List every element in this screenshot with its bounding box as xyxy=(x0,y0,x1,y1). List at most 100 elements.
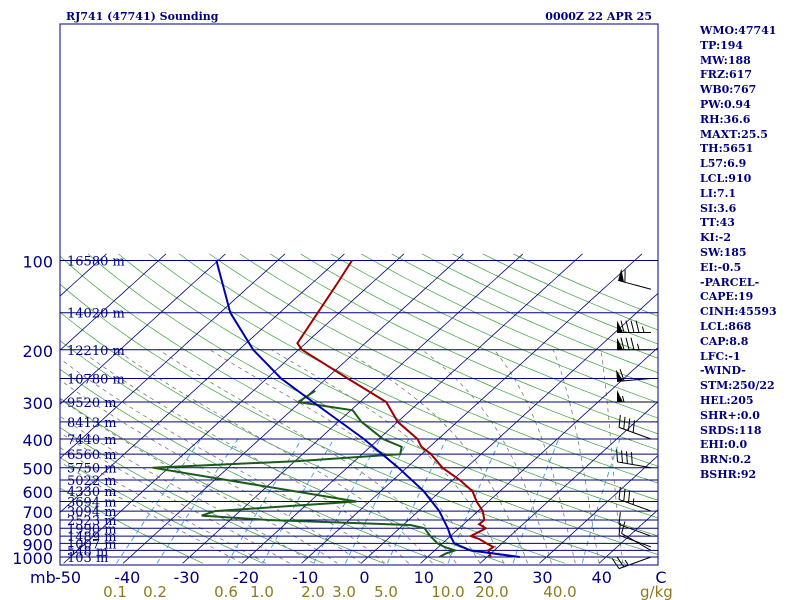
height-label: 3694 m xyxy=(67,496,117,511)
wind-barb-flag xyxy=(620,337,625,350)
wind-barb-flag xyxy=(630,452,633,465)
isotherm-line xyxy=(301,253,643,564)
pressure-tick-label: 200 xyxy=(22,342,53,361)
stat-row: STM:250/22 xyxy=(700,379,775,393)
stat-row: CAPE:19 xyxy=(700,290,754,304)
mixing-ratio-tick-label: 0.1 xyxy=(103,583,127,600)
pressure-tick-label: 900 xyxy=(22,535,53,554)
wind-barb-flag xyxy=(621,450,623,463)
mixing-ratio-tick-label: 1.0 xyxy=(250,583,274,600)
moist-adiabat-line xyxy=(60,431,290,564)
chart-title: RJ741 (47741) Sounding xyxy=(66,10,219,23)
wind-barb-half-flag xyxy=(637,343,640,350)
dry-adiabat-line xyxy=(60,457,264,564)
height-label: 548 m xyxy=(67,544,108,559)
temperature-tick-label: -50 xyxy=(55,568,81,587)
wind-barb-flag xyxy=(627,490,631,503)
y-axis-unit: mb xyxy=(30,568,56,587)
height-label: 8413 m xyxy=(67,416,117,431)
dry-adiabat-line xyxy=(118,253,658,519)
stat-row: MAXT:25.5 xyxy=(700,127,768,141)
wind-barb-flag xyxy=(625,320,630,333)
stat-row: LI:7.1 xyxy=(700,186,737,200)
mixing-ratio-tick-label: 40.0 xyxy=(543,583,576,600)
height-label: 103 m xyxy=(67,551,108,566)
stat-row: PW:0.94 xyxy=(700,97,751,111)
wind-barb-flag xyxy=(616,449,619,462)
stat-row: WMO:47741 xyxy=(700,24,777,37)
wind-barb-flag xyxy=(623,416,626,430)
wind-barb-staff xyxy=(618,534,652,548)
wind-barb-flag xyxy=(619,368,625,382)
wind-barb-flag xyxy=(627,418,631,431)
stat-row: MW:188 xyxy=(700,53,751,67)
temperature-tick-label: -40 xyxy=(114,568,140,587)
pressure-tick-label: 500 xyxy=(22,460,53,479)
stat-row: -WIND- xyxy=(700,364,746,378)
mixing-ratio-tick-label: 20.0 xyxy=(475,583,508,600)
temperature-tick-label: 40 xyxy=(592,568,612,587)
wind-barb-flag xyxy=(630,337,635,350)
stat-row: RH:36.6 xyxy=(700,112,751,126)
stat-row: BSHR:92 xyxy=(700,467,757,481)
wind-barb xyxy=(616,449,652,469)
stat-row: CINH:45593 xyxy=(700,305,777,319)
wind-barb xyxy=(617,337,651,351)
stat-row: HEL:205 xyxy=(700,393,754,407)
mixing-ratio-line xyxy=(512,438,560,564)
isotherm-line xyxy=(241,253,583,564)
stat-row: SW:185 xyxy=(700,245,747,259)
wind-barb-flag xyxy=(618,487,621,500)
moist-adiabat-line xyxy=(493,349,576,564)
height-label: 4330 m xyxy=(67,485,117,500)
wind-barb-flag xyxy=(625,451,628,464)
mixing-ratio-line xyxy=(156,438,239,564)
dry-adiabat-line xyxy=(60,487,204,564)
dry-adiabat-line xyxy=(330,253,658,404)
moist-adiabat-line xyxy=(60,398,338,564)
mixing-ratio-line xyxy=(226,438,303,564)
stat-row: EI:-0.5 xyxy=(700,260,742,274)
wind-barb-half-flag xyxy=(624,559,629,566)
mixing-ratio-line xyxy=(262,438,335,564)
mixing-ratio-tick-label: 0.2 xyxy=(143,583,167,600)
isotherm-line xyxy=(539,455,658,564)
mixing-ratio-tick-label: 0.6 xyxy=(214,583,238,600)
isotherm-line xyxy=(122,253,464,564)
mixing-ratio-lines xyxy=(116,438,621,564)
wind-barb-flag xyxy=(630,320,635,333)
height-label: 9520 m xyxy=(67,396,117,411)
mixing-ratio-line xyxy=(581,438,621,564)
height-label: 7440 m xyxy=(67,433,117,448)
moist-adiabat-line xyxy=(79,349,409,564)
wind-barb-pennant xyxy=(617,337,623,350)
temperature-axis-labels: -50 -40 -30 -20 -10 0 10 20 30 40 C xyxy=(55,568,667,587)
pressure-tick-label: 100 xyxy=(22,253,53,272)
stat-row: SI:3.6 xyxy=(700,201,737,215)
temperature-tick-label: C xyxy=(655,568,666,587)
moist-adiabats xyxy=(60,349,624,564)
height-label: 12210 m xyxy=(67,344,125,359)
stats-panel: WMO:47741 TP:194 MW:188 FRZ:617 WB0:767 PW:0.… xyxy=(700,24,800,483)
stat-row: KI:-2 xyxy=(700,231,731,245)
stat-row: LFC:-1 xyxy=(700,349,741,363)
temperature-tick-label: -20 xyxy=(233,568,259,587)
stat-row: -PARCEL- xyxy=(700,275,760,289)
moist-adiabat-line xyxy=(60,415,314,564)
stat-row: CAP:8.8 xyxy=(700,334,749,348)
dry-adiabat-line xyxy=(209,253,658,467)
temperature-trace xyxy=(296,259,496,558)
wind-barb-staff xyxy=(618,498,652,512)
wind-barb-flag xyxy=(625,337,630,350)
isotherm-line xyxy=(479,400,658,564)
wind-barb-flag xyxy=(621,521,626,534)
height-label: 5022 m xyxy=(67,474,117,489)
mixing-ratio-tick-label: 5.0 xyxy=(374,583,398,600)
height-label: 1007 m xyxy=(67,537,117,552)
moist-adiabat-line xyxy=(60,379,362,564)
mixing-ratio-line xyxy=(447,438,502,564)
dry-adiabat-line xyxy=(60,311,566,564)
mixing-ratio-labels: 0.1 0.2 0.6 1.0 2.0 3.0 5.0 10.0 20.0 40.0 xyxy=(103,583,577,600)
wind-barb xyxy=(617,389,651,403)
